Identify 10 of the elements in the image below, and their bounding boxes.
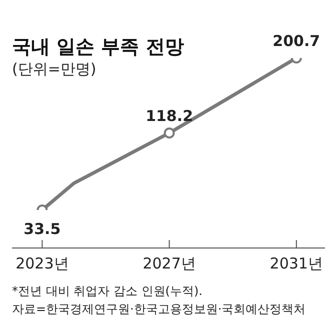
- x-tick-label: 2031년: [270, 254, 323, 273]
- data-label: 200.7: [272, 32, 320, 50]
- data-label: 33.5: [24, 220, 61, 238]
- x-tick-label: 2023년: [16, 254, 69, 273]
- text: *전년 대비 취업자 감소 인원(누적).: [12, 283, 202, 300]
- chart-title: 국내 일손 부족 전망: [12, 35, 184, 60]
- text: 자료=한국경제연구원·한국고용정보원·국회예산정책처: [12, 301, 306, 318]
- x-tick-label: 2027년: [142, 254, 196, 273]
- chart-subtitle: (단위=만명): [12, 60, 96, 79]
- data-label: 118.2: [146, 107, 194, 125]
